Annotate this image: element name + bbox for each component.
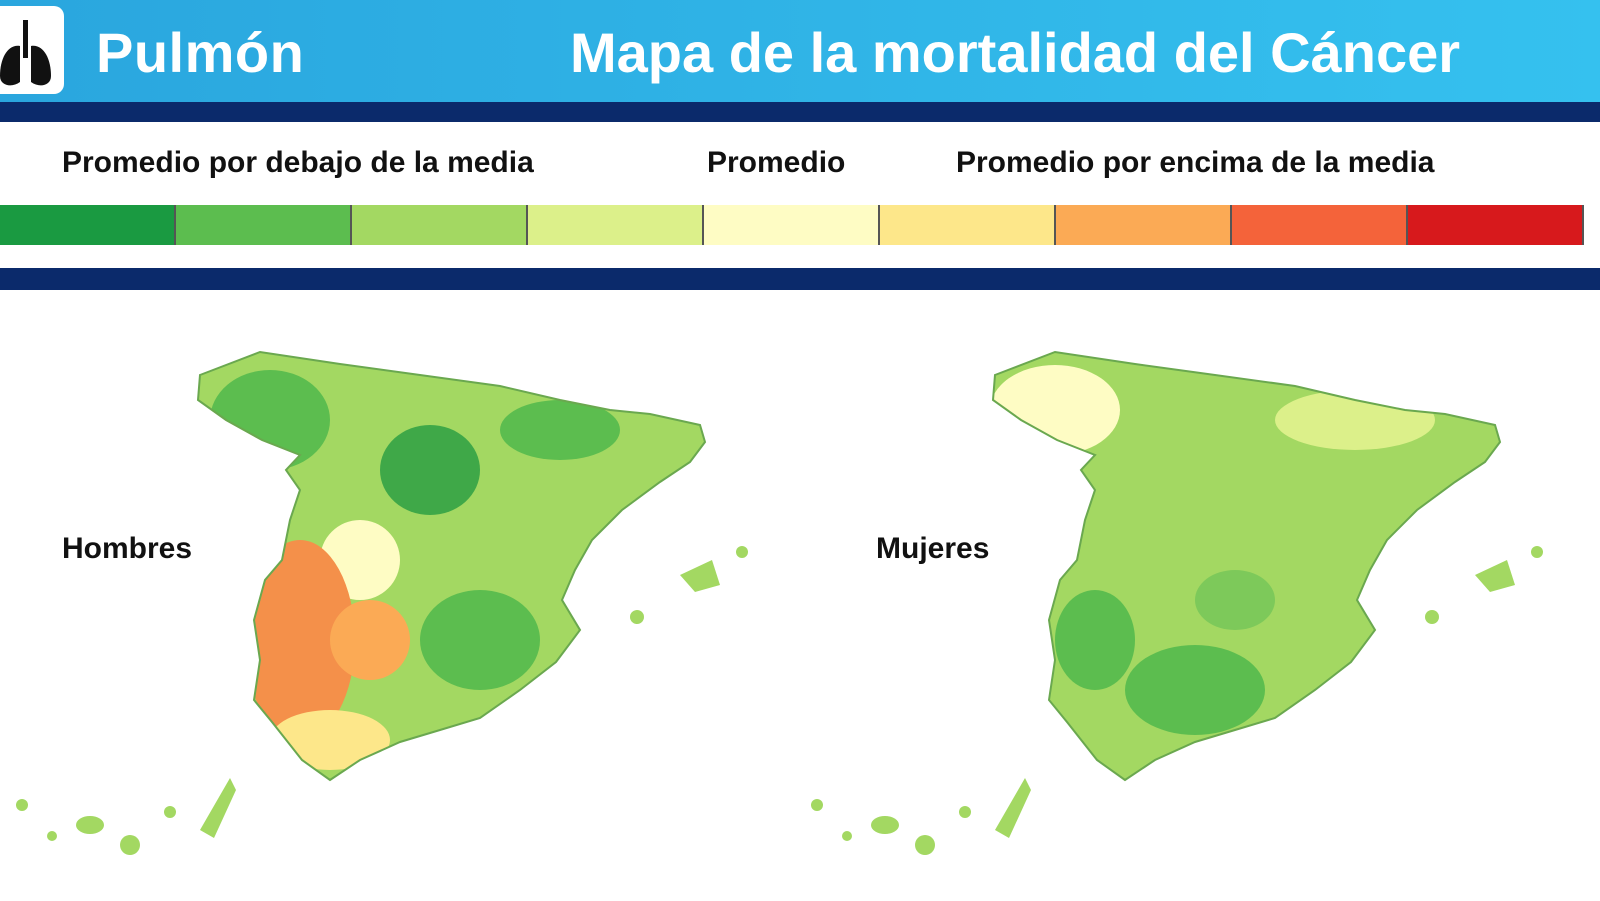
color-scale-legend xyxy=(0,205,1600,245)
map-label-mujeres: Mujeres xyxy=(876,532,990,565)
legend-swatch-3 xyxy=(352,205,528,245)
divider xyxy=(0,102,1600,122)
canary-islands xyxy=(995,778,1031,838)
legend-below-label: Promedio por debajo de la media xyxy=(62,146,534,179)
legend-swatch-5 xyxy=(704,205,880,245)
map-mujeres xyxy=(811,351,1543,855)
balearic-islands xyxy=(680,560,720,592)
legend-swatch-7 xyxy=(1056,205,1232,245)
legend-above-label: Promedio por encima de la media xyxy=(956,146,1435,179)
canary-islands xyxy=(200,778,236,838)
legend-swatch-1 xyxy=(0,205,176,245)
divider xyxy=(0,268,1600,290)
legend-swatch-9 xyxy=(1408,205,1584,245)
balearic-islands xyxy=(1475,560,1515,592)
map-label-hombres: Hombres xyxy=(62,532,193,565)
legend-swatch-4 xyxy=(528,205,704,245)
header-bar: Pulmón Mapa de la mortalidad del Cáncer xyxy=(0,0,1600,102)
legend-swatch-8 xyxy=(1232,205,1408,245)
legend-swatch-2 xyxy=(176,205,352,245)
page-title: Mapa de la mortalidad del Cáncer xyxy=(570,21,1461,84)
topic-title: Pulmón xyxy=(96,21,305,84)
legend-swatch-6 xyxy=(880,205,1056,245)
map-hombres xyxy=(16,351,748,855)
lungs-icon xyxy=(0,6,64,94)
maps xyxy=(16,351,1543,855)
legend-average-label: Promedio xyxy=(707,146,846,179)
